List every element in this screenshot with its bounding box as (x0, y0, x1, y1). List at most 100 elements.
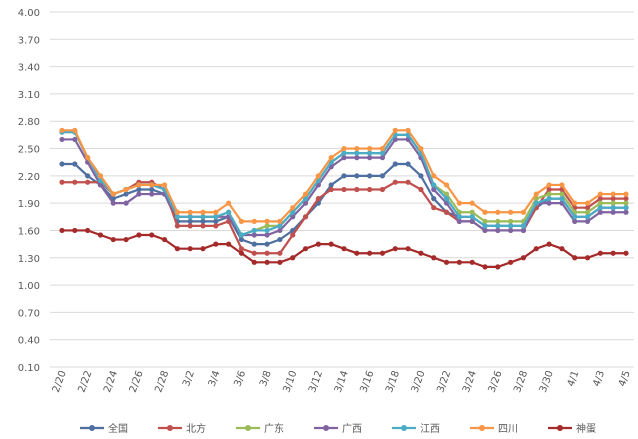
data-point (610, 191, 616, 197)
x-tick-label: 3/24 (461, 369, 479, 394)
data-point (136, 232, 142, 238)
x-tick-label: 4/1 (566, 369, 582, 388)
data-point (264, 227, 270, 234)
data-point (264, 218, 270, 224)
data-point (187, 218, 193, 224)
x-tick-label: 2/22 (76, 369, 94, 394)
data-point (302, 191, 309, 197)
data-point (97, 182, 104, 188)
data-point (379, 145, 386, 152)
data-point (559, 191, 565, 197)
data-point (149, 191, 155, 197)
data-point (302, 200, 309, 206)
data-point (354, 150, 360, 156)
data-point (136, 191, 142, 197)
data-point (405, 246, 411, 252)
data-point (482, 223, 488, 229)
data-point (584, 214, 591, 220)
data-point (520, 227, 527, 234)
data-point (110, 236, 116, 243)
data-point (431, 186, 437, 193)
data-point (597, 250, 603, 256)
data-point (367, 250, 373, 256)
legend-marker (323, 425, 329, 431)
data-point (290, 232, 296, 238)
data-point (623, 209, 629, 215)
y-tick-label: 1.30 (18, 254, 40, 265)
legend-label: 江西 (420, 423, 440, 435)
data-point (546, 186, 552, 193)
x-tick-label: 2/20 (51, 369, 69, 394)
legend-label: 北方 (186, 422, 206, 435)
data-point (379, 150, 386, 156)
data-point (469, 200, 475, 206)
data-point (572, 200, 578, 206)
data-point (367, 186, 373, 193)
data-point (187, 214, 193, 220)
data-point (277, 227, 283, 234)
x-tick-label: 3/8 (258, 369, 274, 388)
data-point (251, 259, 257, 265)
data-point (584, 255, 591, 261)
data-point (623, 196, 629, 202)
data-point (302, 246, 309, 252)
data-point (341, 150, 347, 156)
data-point (187, 209, 193, 215)
data-point (354, 250, 360, 256)
data-point (482, 227, 488, 234)
data-point (72, 227, 78, 234)
data-point (85, 227, 91, 234)
data-point (572, 214, 578, 220)
data-point (572, 255, 578, 261)
data-point (328, 182, 334, 188)
x-tick-label: 3/28 (512, 369, 530, 394)
data-point (59, 136, 65, 143)
data-point (495, 227, 501, 234)
data-point (597, 196, 603, 202)
data-point (367, 173, 373, 179)
data-point (200, 214, 206, 220)
data-point (264, 232, 270, 238)
data-point (495, 218, 501, 224)
x-tick-label: 3/6 (232, 369, 248, 388)
data-point (354, 186, 360, 193)
data-point (520, 255, 527, 261)
data-point (328, 241, 334, 247)
data-point (379, 173, 386, 179)
data-point (290, 255, 296, 261)
y-tick-label: 1.90 (18, 199, 40, 210)
data-point (405, 127, 411, 133)
data-point (418, 186, 424, 193)
data-point (264, 259, 270, 265)
data-point (559, 246, 565, 252)
y-tick-label: 1.00 (18, 281, 40, 292)
data-point (315, 196, 321, 202)
x-tick-label: 3/26 (487, 369, 505, 394)
x-tick-label: 3/16 (358, 369, 376, 394)
data-point (379, 155, 386, 161)
data-point (559, 182, 565, 188)
data-point (392, 127, 398, 133)
data-point (623, 200, 629, 206)
data-point (431, 182, 437, 188)
data-point (136, 186, 142, 193)
data-point (354, 145, 360, 152)
data-point (482, 218, 488, 224)
data-point (367, 155, 373, 161)
legend-label: 四川 (498, 424, 518, 435)
data-point (341, 145, 347, 152)
data-point (238, 250, 245, 256)
data-point (379, 186, 386, 193)
y-tick-label: 0.70 (18, 308, 40, 319)
data-point (546, 182, 552, 188)
data-point (610, 196, 616, 202)
data-point (328, 155, 334, 161)
data-point (392, 246, 398, 252)
data-point (456, 214, 462, 220)
data-point (238, 246, 245, 252)
data-point (367, 150, 373, 156)
data-point (623, 250, 629, 256)
legend-marker (167, 425, 173, 431)
legend-label: 广西 (342, 423, 362, 435)
data-point (610, 209, 616, 215)
